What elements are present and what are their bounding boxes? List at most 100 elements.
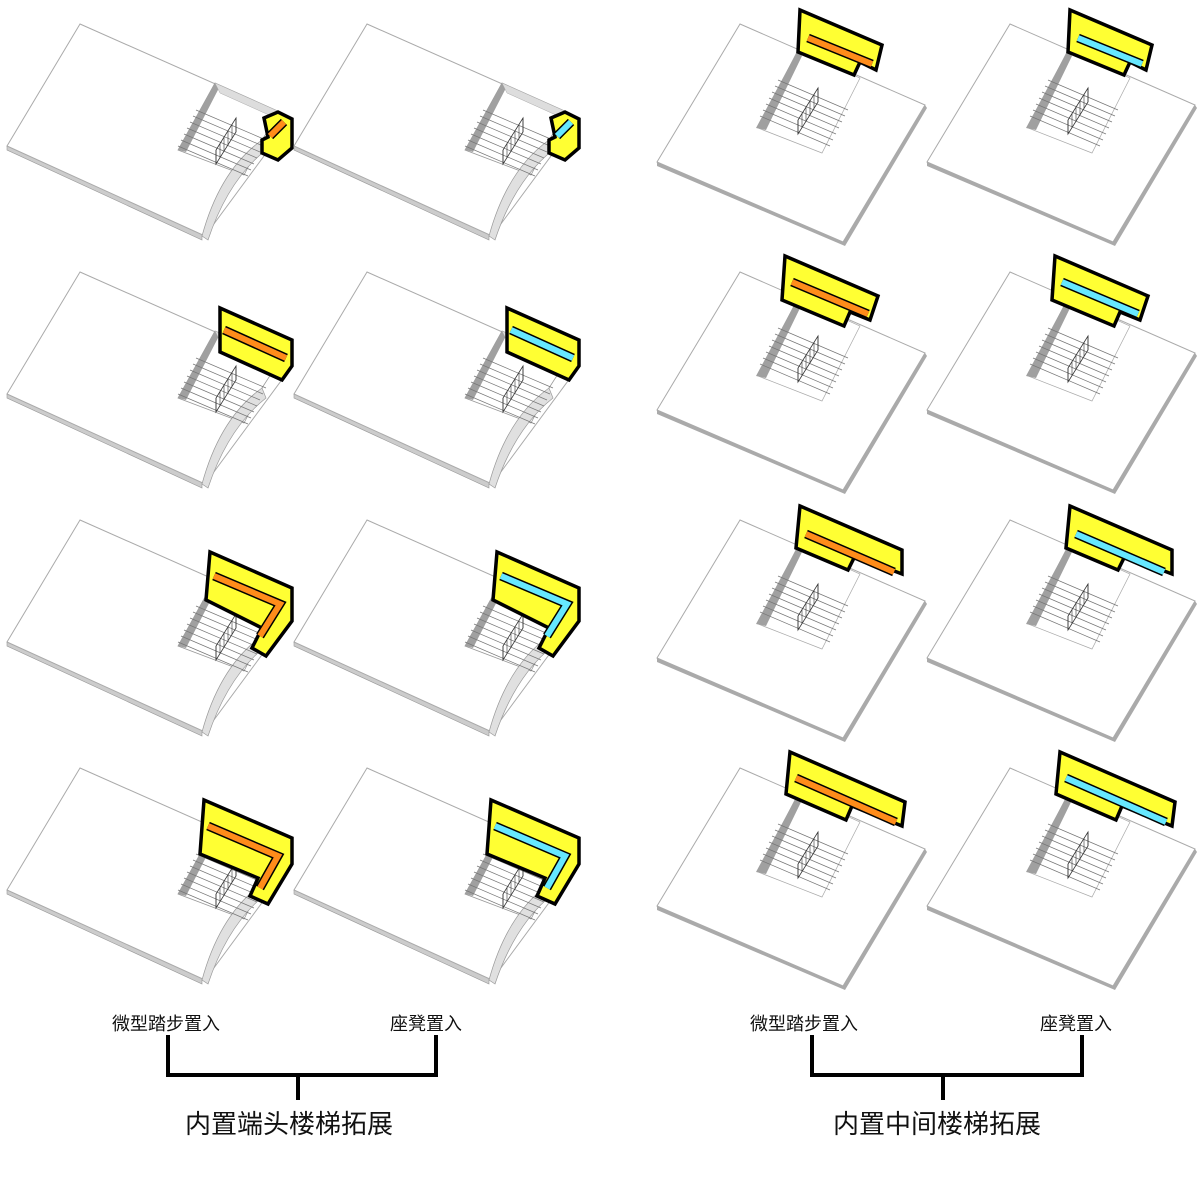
inserted-box	[260, 110, 294, 163]
stair-step	[186, 127, 258, 159]
stair-step	[1029, 363, 1101, 395]
stair-step	[759, 363, 831, 395]
stair-step	[771, 91, 843, 123]
seat-insert	[1064, 775, 1168, 825]
stair-step	[768, 97, 840, 129]
end-stair-panel-0	[6, 23, 294, 241]
stair-step	[1047, 575, 1119, 607]
middle-stair-bracket	[810, 1035, 1084, 1100]
stair-step	[765, 351, 837, 383]
bracket-line	[166, 1035, 438, 1077]
stair-step	[777, 327, 849, 359]
seat-insert	[1074, 531, 1166, 575]
stair-step	[470, 381, 542, 413]
stair-step	[476, 865, 548, 897]
stair-step	[482, 109, 554, 141]
stair-step	[189, 617, 261, 649]
stair-step	[1029, 859, 1101, 891]
opening-wall	[178, 331, 220, 400]
stair-step	[768, 841, 840, 873]
stair-step	[189, 865, 261, 897]
stair-step	[765, 847, 837, 879]
stair-step	[476, 369, 548, 401]
stair-step	[476, 617, 548, 649]
micro-steps-insert	[206, 823, 283, 890]
micro-steps-insert	[804, 531, 896, 575]
label-micro-steps-left: 微型踏步置入	[112, 1014, 220, 1035]
stair-step	[473, 623, 545, 655]
middle-stair-panel-3	[926, 7, 1197, 246]
opening-wall	[756, 794, 802, 874]
stair-step	[1038, 97, 1110, 129]
stair-step	[189, 121, 261, 153]
stair-step	[768, 345, 840, 377]
opening-wall	[1026, 546, 1072, 626]
opening-wall	[756, 298, 802, 378]
stair-step	[1038, 345, 1110, 377]
end-stair-panel-4	[6, 271, 294, 489]
micro-steps-insert	[806, 35, 874, 67]
stair-step	[183, 877, 255, 909]
stair-step	[186, 623, 258, 655]
title-end-stair: 内置端头楼梯拓展	[185, 1110, 394, 1140]
stair-step	[183, 133, 255, 165]
middle-stair-panel-7	[926, 253, 1197, 494]
stair-step	[1035, 103, 1107, 135]
stair-step	[759, 115, 831, 147]
label-seat-left: 座凳置入	[390, 1014, 462, 1035]
micro-steps-insert	[222, 327, 288, 361]
middle-stair-panel-14	[656, 749, 927, 990]
seat-insert	[1076, 35, 1144, 67]
stair-step	[177, 641, 249, 673]
opening-wall	[178, 83, 220, 152]
micro-steps-insert	[790, 279, 870, 317]
stair-step	[771, 835, 843, 867]
opening-wall	[1026, 50, 1072, 130]
stair-step	[1047, 79, 1119, 111]
end-stair-panel-12	[6, 767, 294, 985]
stair-step	[759, 859, 831, 891]
stair-step	[777, 79, 849, 111]
stair-step	[1047, 327, 1119, 359]
end-stair-bracket	[166, 1035, 438, 1100]
stair-step	[1029, 115, 1101, 147]
stair-step	[476, 121, 548, 153]
stair-step	[482, 357, 554, 389]
stair-step	[1029, 611, 1101, 643]
stair-step	[1035, 599, 1107, 631]
stair-step	[470, 133, 542, 165]
stair-step	[765, 599, 837, 631]
stair-step	[177, 889, 249, 921]
stair-step	[473, 871, 545, 903]
inserted-box	[547, 110, 581, 163]
stair-step	[1041, 91, 1113, 123]
stair-step	[183, 381, 255, 413]
stair-step	[1038, 841, 1110, 873]
label-seat-right: 座凳置入	[1040, 1014, 1112, 1035]
stair-step	[464, 641, 536, 673]
stair-step	[189, 369, 261, 401]
stair-step	[777, 823, 849, 855]
label-micro-steps-right: 微型踏步置入	[750, 1014, 858, 1035]
title-middle-stair: 内置中间楼梯拓展	[833, 1110, 1042, 1140]
stair-step	[177, 145, 249, 177]
opening-wall	[465, 331, 507, 400]
middle-stair-panel-15	[926, 749, 1197, 990]
stair-step	[1041, 587, 1113, 619]
stair-step	[473, 375, 545, 407]
end-stair-panel-8	[6, 519, 294, 737]
stair-step	[195, 109, 267, 141]
end-stair-panel-1	[293, 23, 581, 241]
stair-step	[473, 127, 545, 159]
opening-wall	[1026, 794, 1072, 874]
stair-step	[186, 375, 258, 407]
middle-stair-panel-2	[656, 7, 927, 246]
stair-step	[765, 103, 837, 135]
stair-step	[771, 339, 843, 371]
opening-wall	[1026, 298, 1072, 378]
end-stair-panel-13	[293, 767, 581, 985]
seat-insert	[1060, 279, 1140, 317]
bracket-line	[810, 1035, 1084, 1077]
